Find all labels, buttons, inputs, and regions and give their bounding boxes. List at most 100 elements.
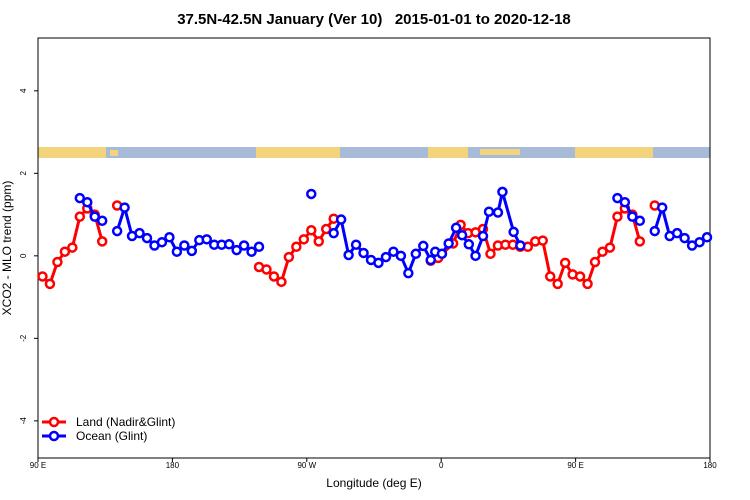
data-point xyxy=(44,278,56,290)
data-point xyxy=(335,214,347,225)
data-point xyxy=(298,234,310,245)
data-point xyxy=(537,235,548,246)
map-strip xyxy=(38,147,710,158)
data-point xyxy=(171,246,183,257)
y-tick-label: -2 xyxy=(19,334,28,342)
data-point xyxy=(350,239,362,250)
data-point xyxy=(627,211,638,222)
data-point xyxy=(508,226,519,238)
data-point xyxy=(67,242,78,253)
data-point xyxy=(231,244,242,256)
data-point xyxy=(306,188,317,200)
data-point xyxy=(634,236,646,247)
data-point xyxy=(425,254,436,266)
data-point xyxy=(164,232,175,243)
legend-marker xyxy=(48,416,60,428)
data-point xyxy=(559,257,571,269)
data-point xyxy=(156,236,168,248)
data-point xyxy=(492,207,504,218)
data-point xyxy=(485,248,496,260)
data-point xyxy=(74,211,86,222)
data-point xyxy=(52,256,63,268)
data-point xyxy=(619,196,631,208)
x-tick-label: 90 E xyxy=(30,461,46,470)
data-point xyxy=(111,225,123,237)
x-axis-label: Longitude (deg E) xyxy=(326,476,421,490)
data-point xyxy=(410,248,422,260)
x-tick-label: 0 xyxy=(439,461,444,470)
data-point xyxy=(328,227,339,239)
data-point xyxy=(74,192,86,204)
y-tick-label: -4 xyxy=(19,417,28,425)
data-point xyxy=(463,239,475,250)
data-point xyxy=(483,206,495,217)
data-point xyxy=(701,232,713,243)
data-point xyxy=(671,227,683,239)
data-point xyxy=(589,256,601,268)
data-point xyxy=(574,271,586,282)
data-point xyxy=(223,239,235,250)
data-point xyxy=(436,248,448,260)
data-point xyxy=(253,241,265,253)
data-point xyxy=(96,215,108,227)
data-point xyxy=(604,242,616,253)
data-point xyxy=(403,267,414,279)
data-point xyxy=(119,202,130,213)
x-tick-label: 90 W xyxy=(297,461,316,470)
data-point xyxy=(37,271,48,282)
data-point xyxy=(313,236,324,247)
data-point xyxy=(450,222,462,234)
y-axis-label: XCO2 - MLO trend (ppm) xyxy=(0,181,14,316)
data-point xyxy=(552,278,563,290)
chart-title: 37.5N-42.5N January (Ver 10) 2015-01-01 … xyxy=(177,11,571,28)
y-tick-label: 2 xyxy=(19,171,28,176)
series-line xyxy=(42,206,654,284)
data-point xyxy=(141,232,153,244)
data-point xyxy=(612,211,623,222)
data-point xyxy=(612,192,623,204)
data-point xyxy=(320,223,332,235)
data-point xyxy=(283,251,295,263)
data-point xyxy=(395,250,407,262)
legend-label: Land (Nadir&Glint) xyxy=(76,415,175,429)
data-point xyxy=(82,196,93,208)
data-point xyxy=(261,264,272,275)
y-tick-label: 4 xyxy=(19,88,28,93)
data-point xyxy=(179,240,190,251)
data-point xyxy=(443,238,454,249)
x-tick-label: 180 xyxy=(166,461,180,470)
data-point xyxy=(418,240,429,252)
legend-marker xyxy=(48,430,60,442)
data-point xyxy=(343,249,354,261)
data-point xyxy=(186,245,198,257)
plot-frame xyxy=(37,37,711,459)
data-point xyxy=(291,241,302,253)
data-point xyxy=(201,234,212,245)
data-point xyxy=(306,225,317,236)
x-tick-label: 90 E xyxy=(567,461,583,470)
data-point xyxy=(268,271,280,282)
x-tick-label: 180 xyxy=(703,461,717,470)
data-point xyxy=(544,271,556,282)
data-point xyxy=(380,251,392,263)
data-point xyxy=(373,257,384,269)
data-point xyxy=(470,250,481,262)
data-point xyxy=(238,240,250,251)
y-tick-label: 0 xyxy=(19,253,28,258)
data-point xyxy=(582,278,593,290)
data-point xyxy=(134,227,145,239)
data-point xyxy=(634,215,646,227)
data-point xyxy=(456,229,468,241)
data-point xyxy=(649,225,660,237)
data-point xyxy=(388,246,399,257)
data-point xyxy=(656,202,668,213)
data-point xyxy=(477,230,489,242)
data-point xyxy=(246,246,257,257)
data-point xyxy=(515,240,526,251)
data-point xyxy=(59,246,71,257)
data-point xyxy=(96,236,108,247)
legend-label: Ocean (Glint) xyxy=(76,429,147,443)
data-point xyxy=(679,232,690,244)
data-point xyxy=(358,247,369,259)
